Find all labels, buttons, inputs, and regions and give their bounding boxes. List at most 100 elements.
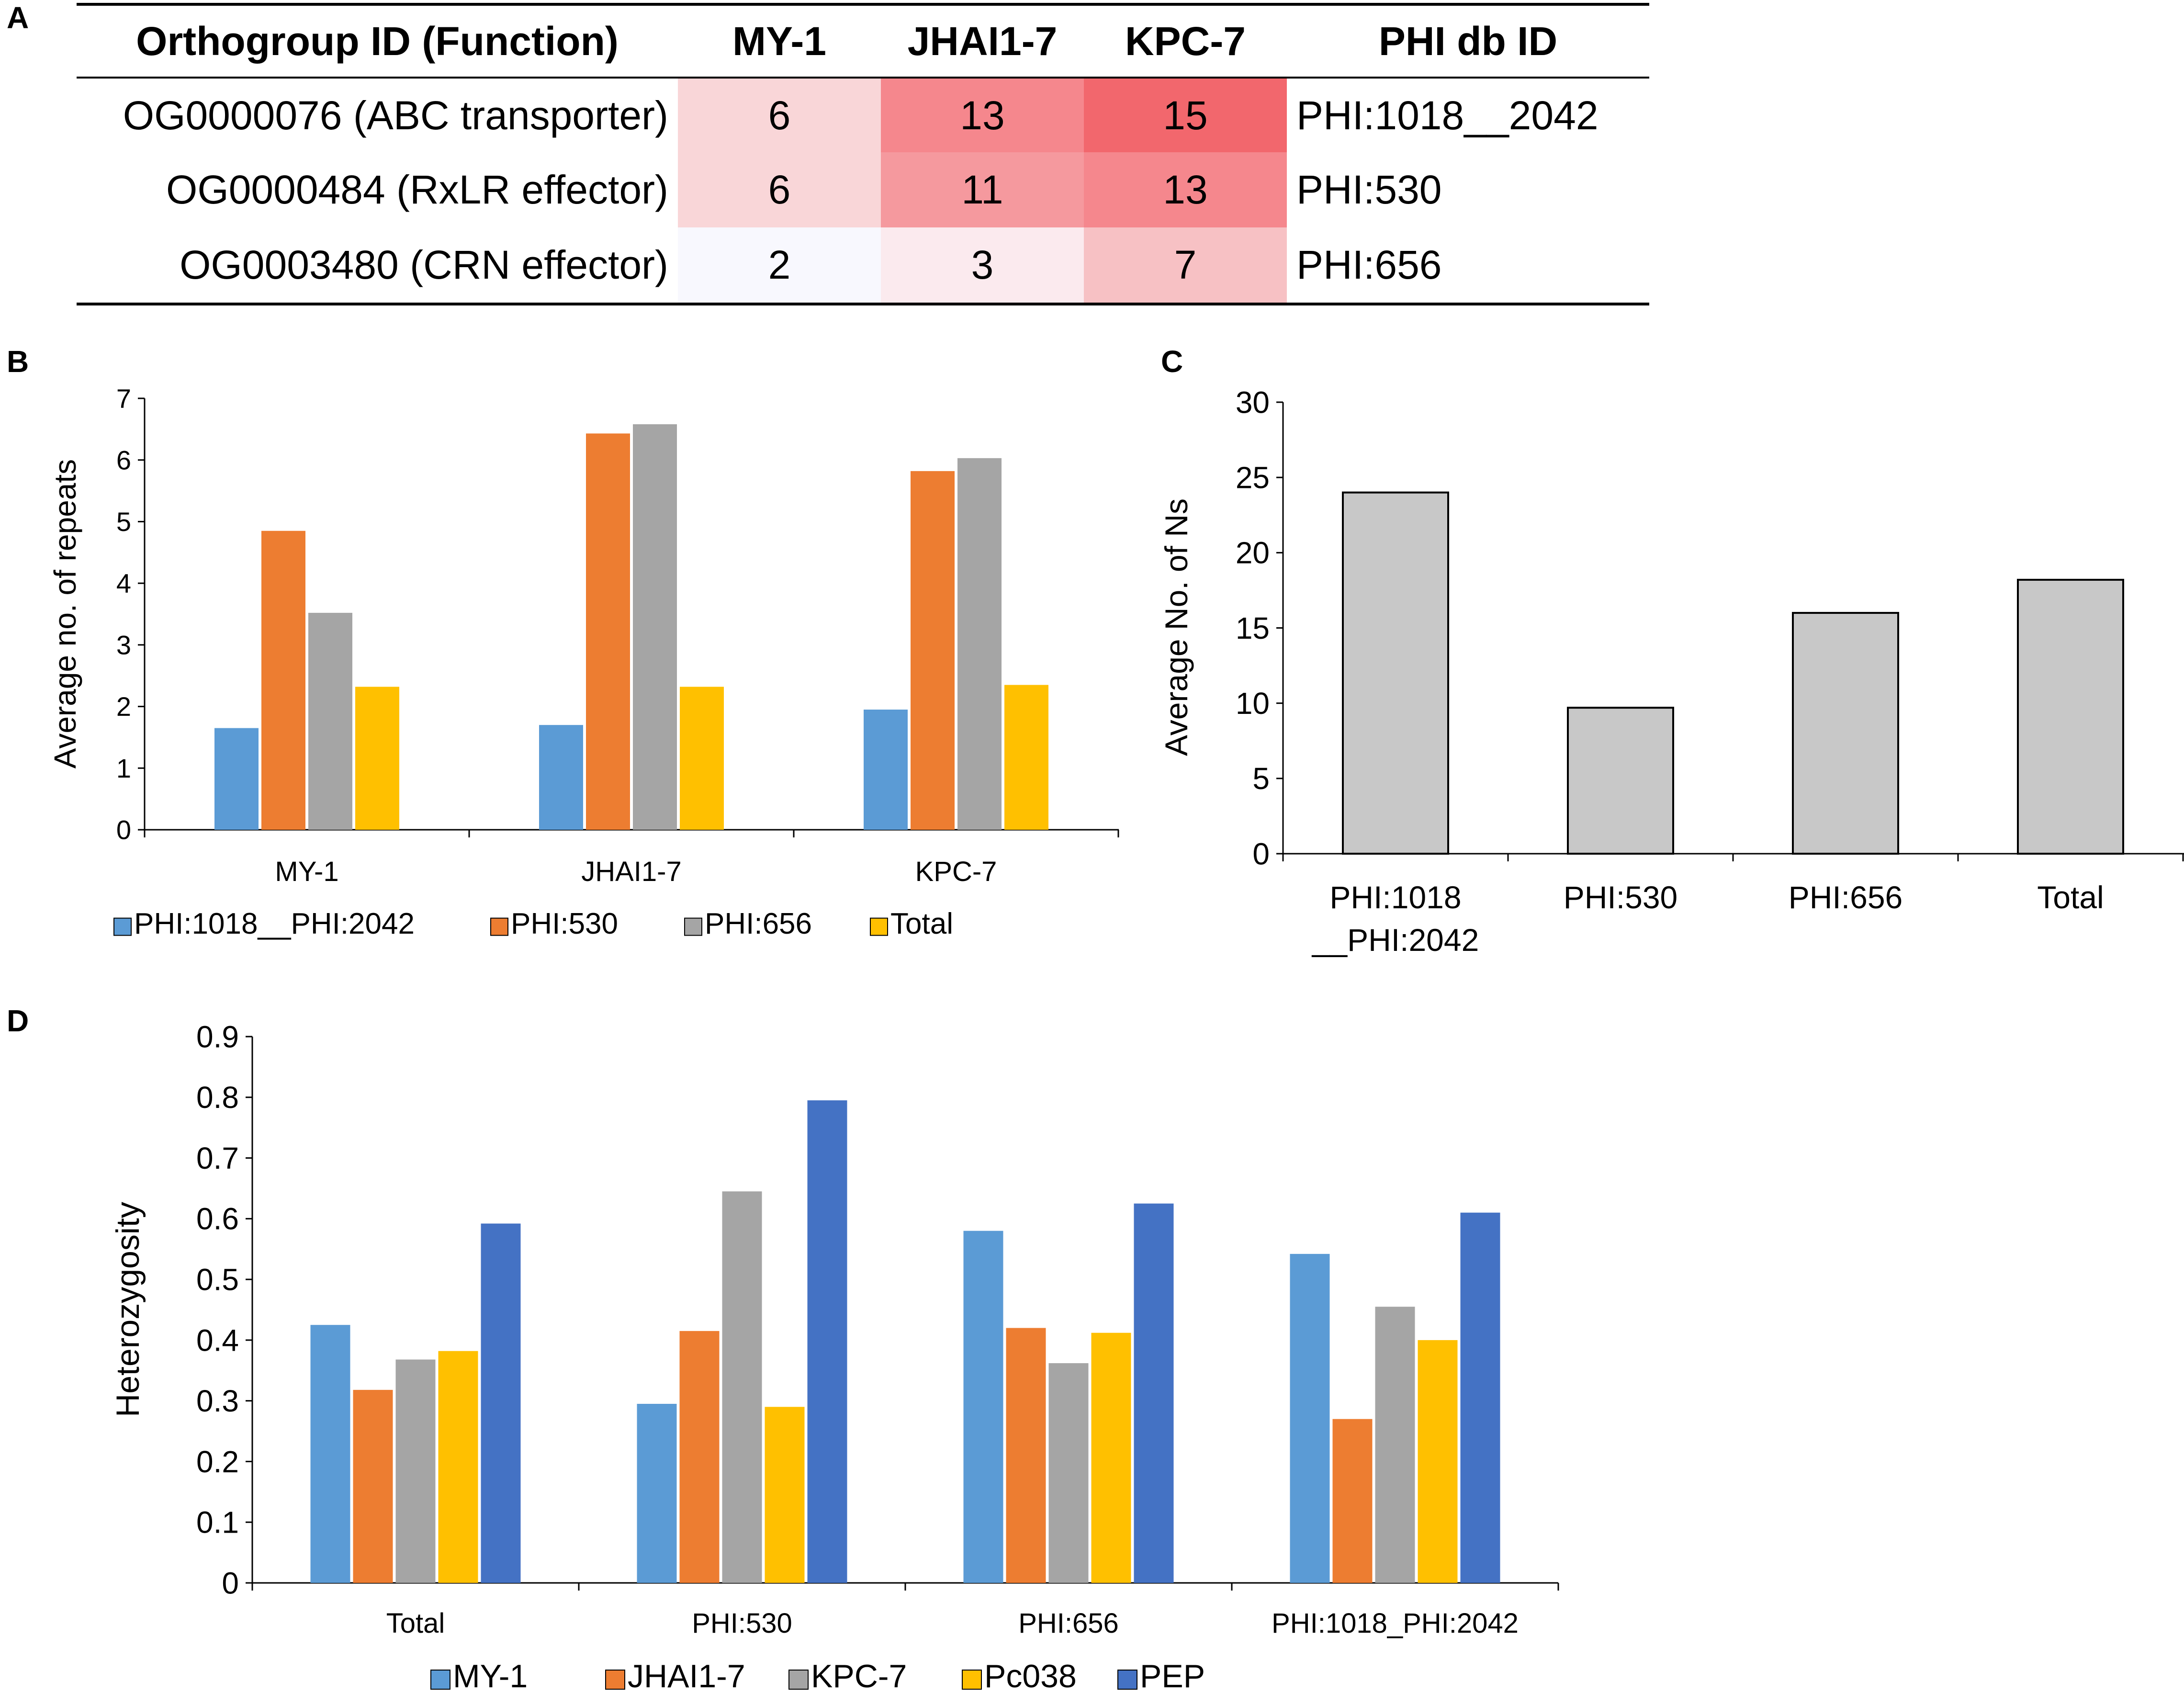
chart-b-bar-1-3	[308, 612, 352, 830]
panel-label-a: A	[7, 0, 29, 35]
chart-d-bar-4-4	[1418, 1340, 1458, 1583]
table-header-jhai17: JHAI1-7	[907, 18, 1058, 64]
chart-d-y-tick-label: 0.4	[196, 1323, 239, 1357]
chart-b-y-tick-label: 6	[116, 445, 131, 475]
chart-b-bar-2-1	[539, 725, 583, 830]
table-row-1-jhai17: 13	[960, 92, 1005, 138]
chart-b-bar-2-4	[680, 687, 724, 830]
table-row-3-orthogroup: OG0003480 (CRN effector)	[180, 242, 668, 287]
heat-cell-r2-c3	[1084, 152, 1287, 227]
chart-b-bar-1-1	[214, 728, 259, 830]
table-row-1-orthogroup: OG0000076 (ABC transporter)	[123, 92, 668, 138]
chart-d-category-label: Total	[386, 1608, 445, 1639]
table-header-rule	[77, 77, 1649, 79]
chart-b-bar-3-4	[1004, 685, 1048, 830]
table-row-3-jhai17: 3	[971, 242, 994, 287]
table-row-1-kpc7: 15	[1163, 92, 1208, 138]
chart-d-bar-3-5	[1134, 1203, 1174, 1583]
chart-d-y-tick-label: 0.5	[196, 1263, 239, 1297]
chart-d-bar-3-1	[963, 1231, 1003, 1583]
chart-b-category-label: JHAI1-7	[581, 856, 682, 887]
chart-d-y-tick-label: 0.3	[196, 1384, 239, 1418]
chart-d-bar-3-3	[1048, 1363, 1089, 1583]
heat-cell-r2-c1	[678, 152, 881, 227]
chart-b-legend-label: PHI:1018__PHI:2042	[134, 907, 415, 940]
table-header-my1: MY-1	[732, 18, 827, 64]
chart-d-legend-label: MY-1	[453, 1658, 528, 1694]
chart-b-bar-2-2	[586, 433, 630, 830]
heat-cell-r1-c3	[1084, 79, 1287, 152]
chart-d-legend-label: PEP	[1140, 1658, 1205, 1694]
chart-d-category-label: PHI:1018_PHI:2042	[1272, 1608, 1519, 1639]
chart-c-y-tick-label: 10	[1236, 686, 1270, 721]
chart-c-category-label: __PHI:2042	[1312, 922, 1479, 958]
chart-b: 0 1 2 3 4 5 6 7 MY-1 JHAI1-7 KPC-7 Average no. of r…	[48, 384, 1119, 940]
chart-d-bar-3-2	[1006, 1328, 1046, 1583]
chart-b-bar-1-2	[261, 531, 305, 830]
panel-label-d: D	[7, 1004, 29, 1038]
chart-d-bar-4-2	[1332, 1419, 1373, 1583]
table-header-orthogroup: Orthogroup ID (Function)	[136, 18, 619, 64]
chart-d-legend-swatch	[788, 1670, 809, 1690]
table-header-kpc7: KPC-7	[1125, 18, 1246, 64]
panel-label-b: B	[7, 344, 29, 379]
chart-d-bar-3-4	[1091, 1332, 1131, 1583]
chart-c-y-tick-label: 25	[1236, 461, 1270, 495]
chart-b-category-label: KPC-7	[915, 856, 997, 887]
chart-d-bar-2-2	[679, 1331, 720, 1583]
chart-b-legend-label: PHI:530	[511, 907, 618, 940]
chart-b-legend-swatch	[684, 917, 702, 936]
heat-cell-r1-c2	[881, 79, 1084, 152]
chart-d-y-tick-label: 0.2	[196, 1445, 239, 1479]
chart-c-category-label: PHI:530	[1564, 880, 1677, 915]
table-top-rule	[77, 3, 1649, 6]
chart-d-legend-label: JHAI1-7	[628, 1658, 745, 1694]
chart-d-bar-4-5	[1460, 1212, 1500, 1583]
chart-c-bar-3-1	[1792, 612, 1899, 855]
table-header-phi: PHI db ID	[1378, 18, 1558, 64]
chart-d: 0 0.1 0.2 0.3 0.4 0.5 0.6 0.7 0.8 0.9 Total PHI:530…	[110, 1019, 1559, 1694]
heat-cell-r3-c3	[1084, 227, 1287, 303]
chart-d-y-tick-label: 0.1	[196, 1505, 239, 1540]
table-row-2-jhai17: 11	[961, 167, 1003, 212]
chart-d-legend-swatch	[430, 1670, 450, 1690]
chart-d-legend-swatch	[962, 1670, 982, 1690]
chart-b-y-tick-label: 4	[116, 568, 131, 598]
chart-c-category-label: PHI:656	[1789, 880, 1903, 915]
chart-d-bar-4-3	[1375, 1307, 1415, 1583]
chart-b-legend-swatch	[490, 917, 508, 936]
table-row-2-orthogroup: OG0000484 (RxLR effector)	[166, 167, 668, 212]
heat-cell-r2-c2	[881, 152, 1084, 227]
chart-c-y-axis-title: Average No. of Ns	[1159, 498, 1194, 756]
chart-d-bar-1-3	[395, 1359, 436, 1583]
chart-c-y-tick-label: 0	[1252, 836, 1270, 871]
table-row-3-my1: 2	[768, 242, 791, 287]
chart-b-legend-swatch	[113, 917, 132, 936]
table-row-3-kpc7: 7	[1174, 242, 1197, 287]
table-row-1-phi: PHI:1018__2042	[1296, 92, 1599, 138]
chart-b-y-tick-label: 7	[116, 384, 131, 414]
chart-d-bar-1-4	[438, 1351, 478, 1583]
chart-d-bar-2-4	[765, 1407, 805, 1583]
chart-c: 0 5 10 15 20 25 30 PHI:1018 __PHI:2042 PHI:530 PHI…	[1159, 385, 2184, 958]
chart-b-legend-swatch	[870, 917, 888, 936]
chart-d-legend-swatch	[1117, 1670, 1137, 1690]
heat-cell-r3-c1	[678, 227, 881, 303]
chart-c-y-tick-label: 20	[1236, 536, 1270, 570]
chart-d-bar-1-2	[353, 1389, 393, 1583]
chart-b-y-tick-label: 2	[116, 691, 131, 722]
chart-b-y-tick-label: 1	[116, 753, 131, 783]
chart-c-bar-2-1	[1567, 707, 1674, 855]
table-row-2-kpc7: 13	[1163, 167, 1208, 212]
chart-d-category-label: PHI:656	[1018, 1608, 1119, 1639]
chart-d-y-tick-label: 0.6	[196, 1202, 239, 1236]
chart-b-y-tick-label: 0	[116, 815, 131, 845]
chart-d-legend-label: KPC-7	[811, 1658, 907, 1694]
chart-d-bar-4-1	[1290, 1253, 1330, 1583]
chart-d-bar-2-5	[807, 1100, 847, 1583]
table-row-2-my1: 6	[768, 167, 791, 212]
chart-b-legend-label: Total	[890, 907, 953, 940]
table-row-1-my1: 6	[768, 92, 791, 138]
chart-c-bar-1-1	[1342, 491, 1449, 855]
